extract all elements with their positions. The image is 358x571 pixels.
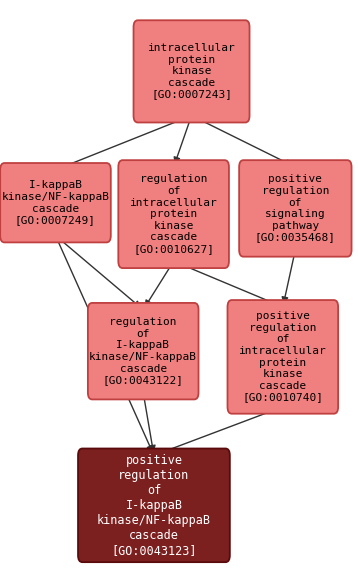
FancyBboxPatch shape (78, 449, 230, 562)
Text: intracellular
protein
kinase
cascade
[GO:0007243]: intracellular protein kinase cascade [GO… (147, 43, 236, 99)
Text: positive
regulation
of
signaling
pathway
[GO:0035468]: positive regulation of signaling pathway… (255, 174, 336, 243)
Text: I-kappaB
kinase/NF-kappaB
cascade
[GO:0007249]: I-kappaB kinase/NF-kappaB cascade [GO:00… (1, 180, 110, 225)
FancyBboxPatch shape (134, 21, 250, 123)
FancyBboxPatch shape (88, 303, 198, 400)
Text: regulation
of
intracellular
protein
kinase
cascade
[GO:0010627]: regulation of intracellular protein kina… (130, 174, 218, 254)
FancyBboxPatch shape (239, 160, 352, 257)
FancyBboxPatch shape (118, 160, 229, 268)
Text: positive
regulation
of
intracellular
protein
kinase
cascade
[GO:0010740]: positive regulation of intracellular pro… (239, 311, 327, 403)
Text: positive
regulation
of
I-kappaB
kinase/NF-kappaB
cascade
[GO:0043123]: positive regulation of I-kappaB kinase/N… (97, 454, 211, 557)
FancyBboxPatch shape (0, 163, 111, 242)
Text: regulation
of
I-kappaB
kinase/NF-kappaB
cascade
[GO:0043122]: regulation of I-kappaB kinase/NF-kappaB … (89, 317, 197, 385)
FancyBboxPatch shape (228, 300, 338, 413)
